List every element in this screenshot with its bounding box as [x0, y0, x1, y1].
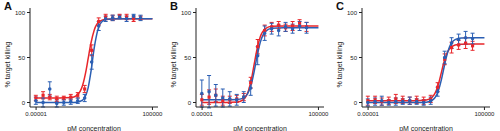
svg-text:50: 50: [184, 55, 191, 61]
html-text:A: A: [4, 0, 12, 12]
svg-text:100: 100: [347, 10, 358, 16]
svg-text:100000: 100000: [142, 111, 163, 117]
svg-text:50: 50: [350, 55, 357, 61]
svg-text:0.00001: 0.00001: [25, 111, 47, 117]
svg-text:100000: 100000: [308, 111, 329, 117]
svg-text:0.00001: 0.00001: [357, 111, 379, 117]
svg-text:100000: 100000: [474, 111, 492, 117]
svg-text:pM concentration: pM concentration: [67, 125, 121, 131]
html-text:C: C: [336, 0, 344, 12]
svg-text:pM concentration: pM concentration: [233, 125, 287, 131]
html-text:B: B: [170, 0, 178, 12]
svg-text:100: 100: [181, 10, 192, 16]
svg-text:0.00001: 0.00001: [191, 111, 213, 117]
svg-text:0: 0: [188, 100, 192, 106]
svg-text:0: 0: [22, 100, 26, 106]
svg-text:100: 100: [15, 10, 26, 16]
svg-text:50: 50: [18, 55, 25, 61]
svg-text:% target killing: % target killing: [336, 42, 344, 88]
svg-text:0: 0: [354, 100, 358, 106]
svg-text:% target killing: % target killing: [8, 42, 12, 88]
svg-text:pM concentration: pM concentration: [399, 125, 453, 131]
svg-text:% target killing: % target killing: [170, 42, 178, 88]
